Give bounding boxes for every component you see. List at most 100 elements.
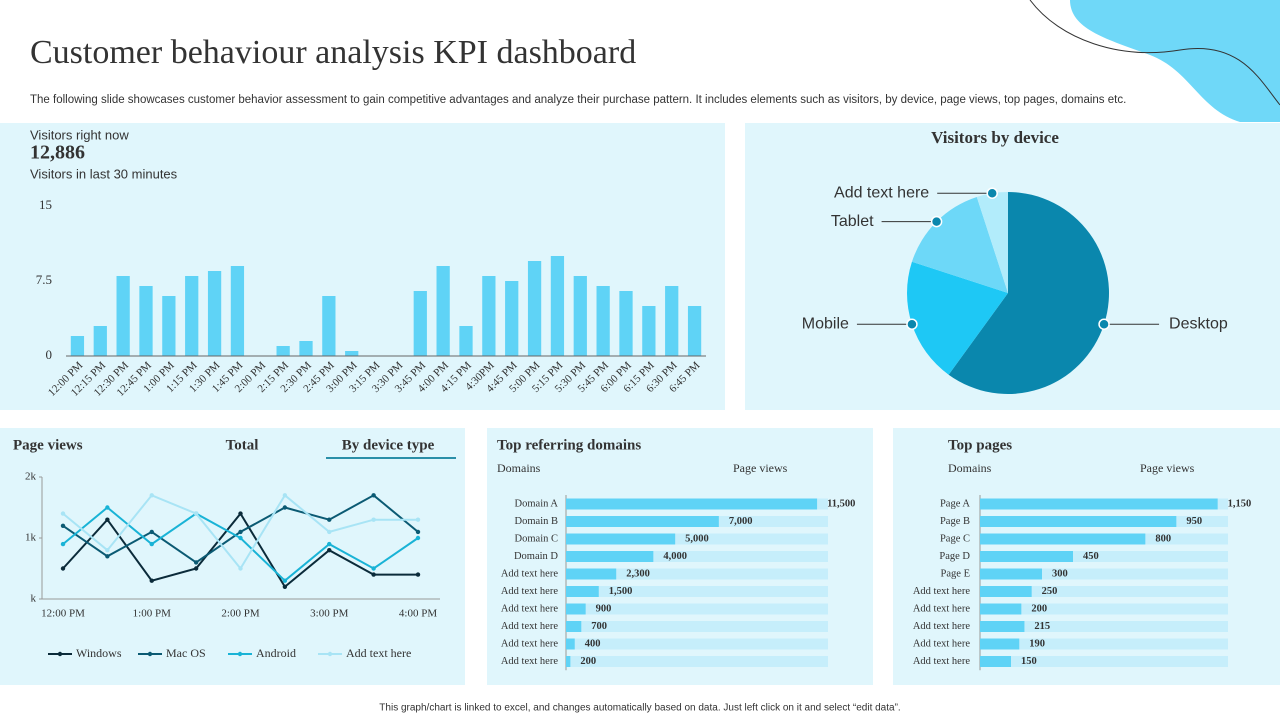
chart-title: Visitors by device [931, 128, 1059, 147]
tab[interactable]: By device type [342, 437, 435, 453]
category-label: Add text here [501, 568, 558, 579]
category-label: Page B [940, 516, 970, 527]
bar [566, 568, 617, 580]
legend-dot [147, 651, 153, 657]
bar-track [566, 621, 828, 632]
bar [619, 291, 633, 356]
series-point [282, 505, 288, 510]
series-point [327, 548, 332, 553]
decor-blob [1070, 0, 1280, 122]
bar [550, 256, 565, 356]
series-point [193, 511, 199, 516]
category-label: Add text here [501, 621, 558, 632]
pie-slice [948, 192, 1109, 394]
value-label: 11,500 [827, 498, 855, 509]
bar [207, 271, 222, 356]
pie-slice [907, 261, 1008, 375]
category-label: Add text here [913, 603, 970, 614]
series-point [238, 511, 243, 516]
series-point [60, 566, 66, 571]
panel [0, 428, 465, 685]
category-label: Add text here [913, 638, 970, 649]
bar-track [566, 568, 828, 580]
category-label: Page A [940, 498, 970, 509]
series-point [371, 566, 376, 571]
tab[interactable]: Total [226, 437, 259, 453]
x-tick-label: 4:00 PM [399, 608, 437, 620]
bar [566, 603, 586, 615]
footer: This graph/chart is linked to excel, and… [379, 703, 900, 714]
bar [566, 586, 599, 597]
series-point [105, 548, 110, 553]
series-point [193, 566, 199, 571]
pie-label: Mobile [802, 315, 849, 332]
legend-label: Windows [76, 646, 122, 660]
value-label: 300 [1052, 568, 1068, 579]
bar [162, 296, 176, 356]
series-point [105, 554, 110, 559]
series-point [238, 529, 243, 535]
bar [322, 296, 336, 356]
bar [566, 516, 719, 527]
bar-track [980, 638, 1228, 650]
bar [345, 351, 359, 356]
bar-track [566, 656, 828, 667]
series-point [238, 566, 243, 571]
pie-label: Desktop [1169, 315, 1228, 332]
value-label: 150 [1021, 656, 1037, 667]
series-point [282, 578, 288, 583]
bar-track [980, 603, 1228, 615]
leader-dot [906, 318, 918, 330]
series-point [149, 541, 154, 547]
chart-title: Page views [13, 437, 83, 453]
bar [459, 326, 473, 356]
bar [980, 551, 1073, 562]
series-point [238, 535, 243, 541]
leader-dot [930, 215, 943, 228]
pie-label: Tablet [831, 213, 874, 230]
bar [980, 586, 1032, 597]
value-label: 1,500 [609, 586, 633, 597]
pie-label: Add text here [834, 184, 929, 201]
value-label: 215 [1034, 621, 1050, 632]
bar [566, 551, 654, 562]
value-label: 200 [1031, 603, 1047, 614]
y-tick-label: k [31, 593, 37, 605]
category-label: Add text here [501, 603, 558, 614]
legend-label: Add text here [346, 646, 411, 660]
bar-track [980, 656, 1228, 667]
value-label: 2,300 [626, 568, 650, 579]
category-label: Add text here [501, 656, 558, 667]
visitors-label: Visitors right now [30, 127, 129, 142]
bar [642, 306, 656, 356]
bar [70, 336, 85, 356]
category-label: Add text here [913, 586, 970, 597]
value-label: 190 [1029, 638, 1045, 649]
series-point [282, 493, 288, 498]
x-tick-label: 3:00 PM [310, 608, 348, 620]
bar [566, 621, 582, 632]
bar-track [980, 586, 1228, 597]
bar [482, 276, 496, 356]
series-point [60, 541, 66, 547]
value-label: 5,000 [685, 533, 709, 544]
series-point [193, 560, 199, 565]
series-point [105, 505, 110, 510]
legend-label: Mac OS [166, 646, 206, 660]
bar-track [566, 551, 828, 562]
series-point [327, 517, 332, 522]
bar [573, 276, 587, 356]
legend-dot [57, 651, 63, 657]
bar [980, 498, 1218, 510]
category-label: Add text here [501, 638, 558, 649]
bar [276, 346, 290, 356]
bar [185, 276, 199, 356]
value-label: 1,150 [1228, 498, 1252, 509]
bar-track [980, 551, 1228, 562]
value-label: 400 [585, 638, 601, 649]
legend-dot [237, 651, 243, 657]
series-point [371, 493, 376, 498]
bar [980, 603, 1022, 615]
series-point [327, 541, 332, 547]
bar [505, 281, 519, 356]
